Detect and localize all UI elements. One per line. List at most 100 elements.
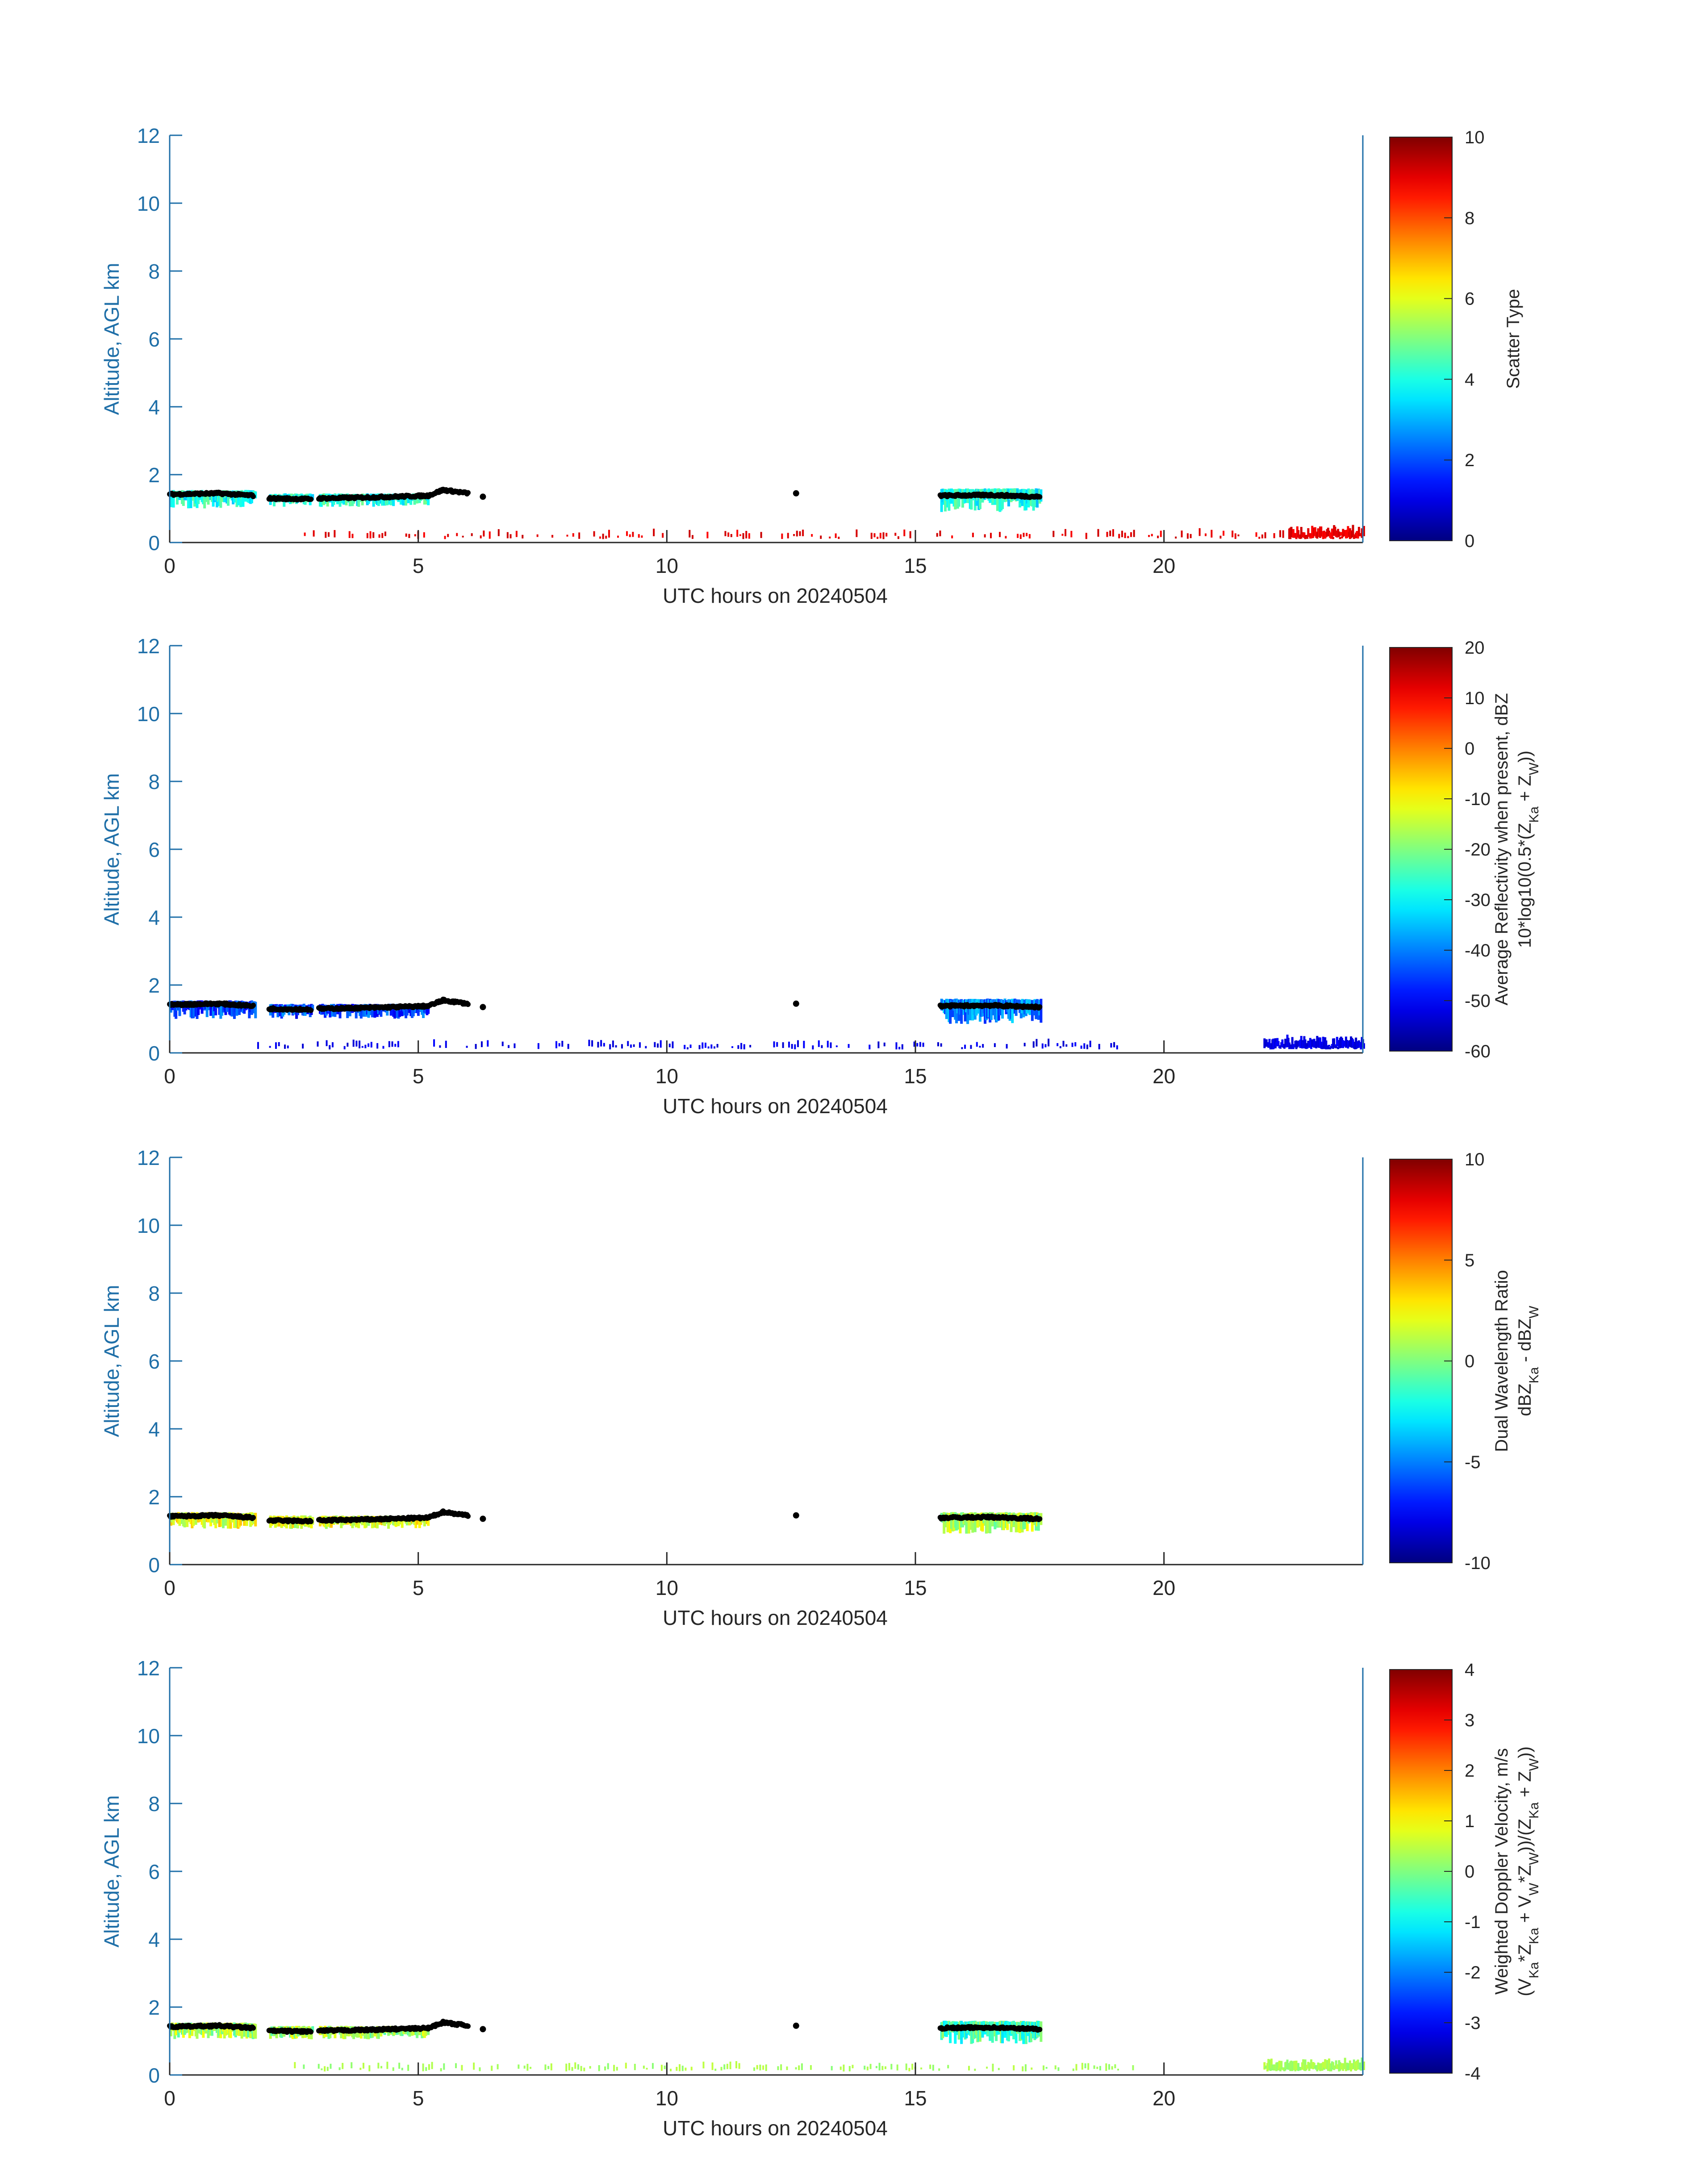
cloud-column: [427, 1005, 430, 1014]
echo-mark: [568, 2063, 570, 2070]
cloud-base-point: [1037, 1516, 1043, 1522]
y-tick-label: 4: [148, 906, 160, 929]
echo-mark: [1157, 535, 1159, 538]
echo-mark: [1332, 537, 1334, 539]
echo-mark: [660, 1040, 662, 1048]
colorbar: [1389, 137, 1453, 541]
echo-mark: [1336, 1037, 1338, 1047]
echo-mark: [897, 536, 899, 539]
echo-mark: [670, 2069, 672, 2071]
echo-mark: [1306, 1046, 1309, 1049]
cloud-base-point: [793, 490, 799, 497]
cloud-column: [254, 2024, 257, 2039]
echo-mark: [550, 2063, 552, 2070]
echo-mark: [1277, 1041, 1280, 1047]
echo-mark: [702, 1042, 704, 1049]
echo-mark: [613, 2065, 615, 2071]
echo-mark: [351, 534, 354, 538]
echo-mark: [759, 2064, 761, 2070]
echo-mark: [1332, 2062, 1334, 2069]
echo-mark: [1261, 534, 1263, 538]
echo-mark: [1032, 1041, 1035, 1048]
echo-mark: [976, 1042, 978, 1047]
echo-mark: [591, 1040, 593, 1047]
echo-mark: [329, 1045, 331, 1050]
plot-area: [170, 1157, 1363, 1565]
echo-mark: [475, 1044, 477, 1049]
colorbar: [1389, 1669, 1453, 2074]
echo-mark: [737, 1045, 739, 1049]
echo-mark: [555, 1041, 557, 1048]
echo-mark: [1089, 1040, 1091, 1048]
echo-mark: [392, 2067, 394, 2071]
echo-mark: [577, 2064, 579, 2070]
echo-mark: [1121, 530, 1123, 538]
echo-mark: [990, 533, 992, 538]
echo-mark: [1080, 1045, 1082, 1049]
echo-mark: [1175, 536, 1177, 539]
echo-mark: [382, 1046, 384, 1049]
echo-mark: [362, 2062, 364, 2069]
echo-mark: [600, 1040, 602, 1047]
echo-mark: [1106, 532, 1108, 537]
panel-dwr: 0 2 4 6 8 10 12 0 5 10 15 20 Altitude, AGL km UTC hou…: [100, 1146, 1541, 1629]
echo-mark: [672, 1041, 674, 1048]
y-tick-label: 6: [148, 1350, 160, 1373]
echo-mark: [898, 1047, 901, 1050]
cloud-column: [427, 495, 430, 505]
echo-mark: [616, 2066, 618, 2071]
echo-mark: [878, 2062, 881, 2070]
cloud-base-line: [167, 487, 1043, 503]
echo-mark: [473, 2062, 475, 2070]
cloud-base-point: [465, 490, 471, 496]
echo-mark: [422, 2063, 424, 2071]
x-tick-label: 5: [413, 1064, 424, 1088]
cloud-column: [965, 1513, 968, 1534]
echo-mark: [869, 2064, 872, 2069]
echo-mark: [762, 2065, 764, 2070]
echo-mark: [641, 535, 643, 538]
cloud-column: [389, 1005, 393, 1016]
echo-mark: [617, 535, 619, 538]
y-tick-label: 4: [148, 1928, 160, 1951]
echo-mark: [1347, 526, 1349, 538]
cloud-column: [970, 489, 973, 510]
echo-mark: [1342, 529, 1345, 537]
echo-mark: [799, 531, 801, 536]
y-axis-label: Altitude, AGL km: [100, 773, 123, 926]
echo-mark: [937, 1042, 939, 1047]
echo-mark: [881, 2066, 884, 2070]
echo-mark: [1045, 2067, 1048, 2069]
echo-mark: [920, 2067, 923, 2070]
echo-mark: [829, 536, 831, 538]
echo-mark: [508, 1045, 510, 1048]
echo-mark: [1093, 2065, 1095, 2069]
echo-mark: [625, 2062, 627, 2069]
echo-mark: [1270, 2058, 1273, 2068]
echo-mark: [646, 2068, 648, 2070]
colorbar-tick-label: -40: [1465, 941, 1491, 960]
colorbar-tick-label: -10: [1465, 789, 1491, 809]
echo-mark: [583, 2067, 585, 2071]
echo-mark: [1072, 2068, 1074, 2071]
echo-mark: [968, 2066, 970, 2070]
echo-mark: [1097, 529, 1099, 537]
echo-mark: [777, 2066, 779, 2070]
echo-mark: [749, 1045, 752, 1048]
cloud-base-point: [308, 496, 314, 502]
echo-mark: [794, 1044, 796, 1049]
echo-mark: [810, 2065, 812, 2070]
y-tick-label: 4: [148, 396, 160, 419]
cloud-base-point: [1037, 2027, 1043, 2033]
x-tick-label: 20: [1153, 1576, 1175, 1599]
echo-mark: [848, 1044, 850, 1048]
colorbar-tick-label: -1: [1465, 1912, 1481, 1932]
echo-mark: [982, 1044, 984, 1048]
echo-mark: [738, 2063, 740, 2069]
echo-mark: [668, 1044, 671, 1048]
x-tick-label: 5: [413, 554, 424, 577]
colorbar-tick-label: -30: [1465, 890, 1491, 910]
y-tick-label: 10: [137, 1724, 160, 1748]
echo-mark: [1065, 1044, 1068, 1047]
